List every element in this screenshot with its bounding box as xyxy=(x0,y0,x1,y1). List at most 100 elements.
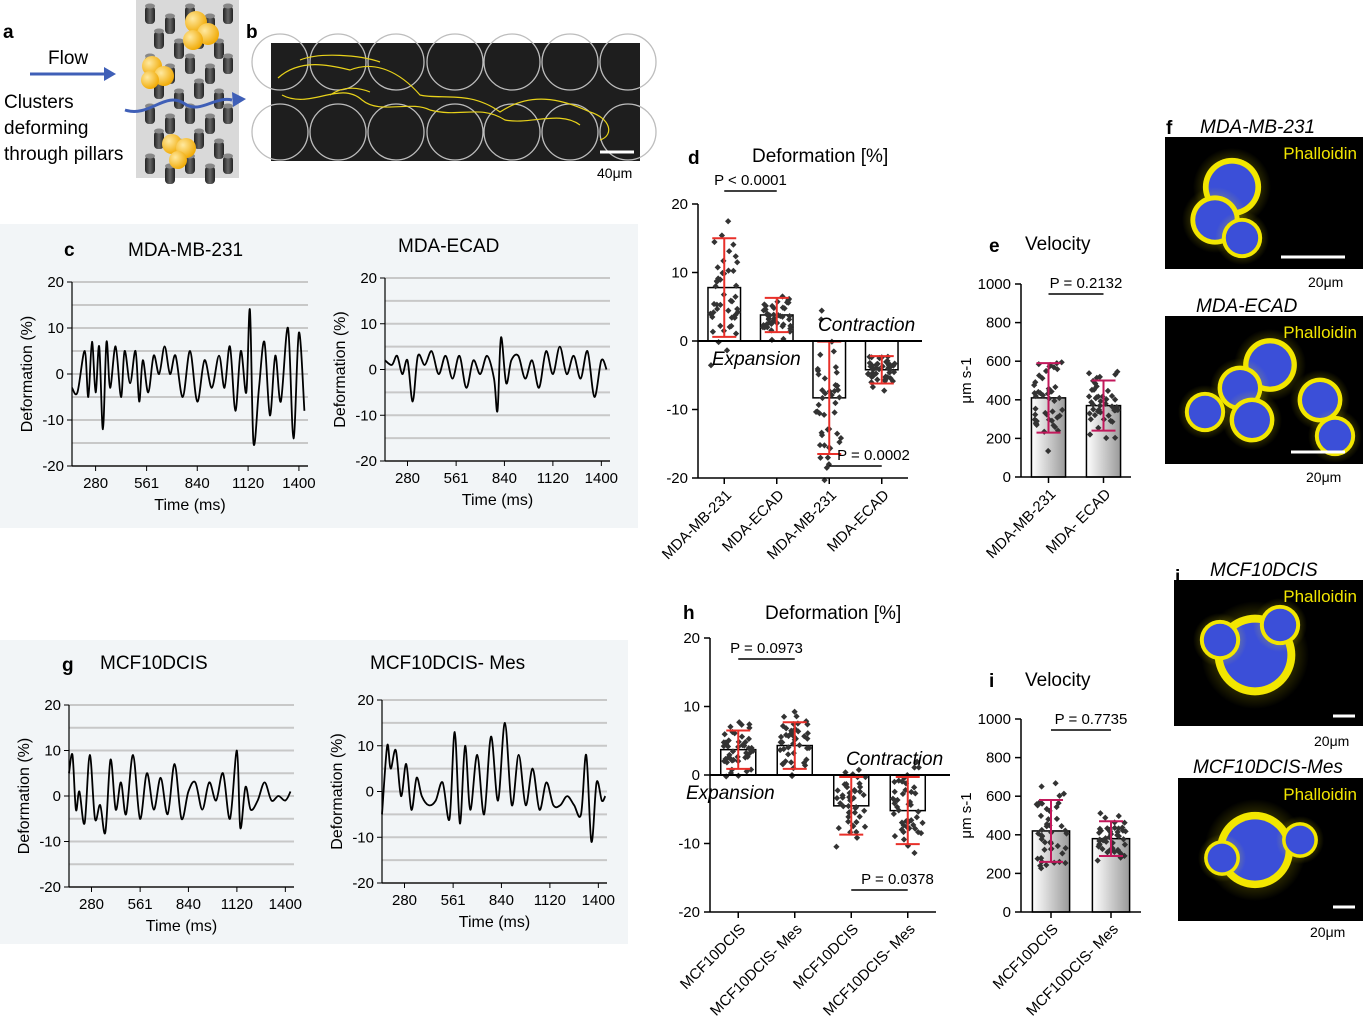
y-tick-label: 0 xyxy=(56,366,64,383)
data-point xyxy=(803,756,810,763)
data-point xyxy=(1112,396,1119,403)
bar-chart-d: Deformation [%]20100-10-20MDA-MB-231MDA-… xyxy=(659,146,922,563)
data-point xyxy=(900,828,907,836)
y-tick-label: 1000 xyxy=(978,711,1011,728)
y-tick-label: -20 xyxy=(666,470,688,487)
data-point xyxy=(816,410,823,417)
data-point xyxy=(725,218,732,225)
x-tick-label: 561 xyxy=(441,892,466,909)
pillar xyxy=(185,106,195,124)
x-tick-label: 1120 xyxy=(232,475,264,492)
cell-nucleus xyxy=(1234,402,1270,438)
y-tick-label: 200 xyxy=(986,865,1011,882)
data-point xyxy=(722,755,729,763)
x-axis-label: Time (ms) xyxy=(154,497,225,514)
data-point xyxy=(1045,816,1052,823)
data-point xyxy=(833,795,841,802)
category-label: MDA-MB-231 xyxy=(659,487,735,563)
data-point xyxy=(714,264,721,271)
data-point xyxy=(1087,416,1094,423)
data-point xyxy=(821,375,828,382)
panel-label-a: a xyxy=(3,22,14,43)
data-point xyxy=(911,784,918,791)
data-point xyxy=(1095,406,1103,413)
pillar-top xyxy=(223,3,233,9)
data-point xyxy=(1111,848,1118,855)
data-point xyxy=(1032,405,1039,412)
cell-nucleus xyxy=(1207,843,1237,873)
data-point xyxy=(743,749,750,757)
data-point xyxy=(911,849,918,857)
pillar-outline xyxy=(309,33,367,91)
pillar-top xyxy=(154,128,164,134)
data-point xyxy=(861,823,869,830)
micrographs: Phalloidin 20μm MDA-MB-231 Phalloidin 20μm MD… xyxy=(1165,117,1363,940)
pillar xyxy=(194,131,204,149)
data-point xyxy=(717,301,724,308)
pillar-top xyxy=(194,78,204,84)
data-point xyxy=(1038,783,1045,790)
p-value-bottom: P = 0.0002 xyxy=(837,447,910,464)
p-value-bottom: P = 0.0378 xyxy=(861,871,934,888)
data-point xyxy=(1107,417,1114,424)
y-tick-label: 400 xyxy=(986,392,1011,409)
data-point xyxy=(851,788,858,795)
data-point xyxy=(869,383,876,391)
data-point xyxy=(817,454,824,461)
data-point xyxy=(1088,386,1096,393)
data-point xyxy=(746,721,753,728)
data-point xyxy=(1097,810,1104,817)
data-point xyxy=(833,843,840,850)
cell-cluster-middle xyxy=(141,56,174,89)
contraction-label: Contraction xyxy=(818,315,915,336)
data-point xyxy=(856,813,863,820)
data-point xyxy=(881,387,888,394)
pillar-top xyxy=(185,3,195,9)
data-point xyxy=(1103,838,1110,845)
y-tick-label: 10 xyxy=(47,320,64,337)
data-point xyxy=(742,739,749,746)
data-point xyxy=(709,328,717,335)
data-point xyxy=(853,828,860,836)
pillar-outline xyxy=(483,33,541,91)
data-point xyxy=(1115,812,1122,820)
data-point xyxy=(709,313,716,321)
y-tick-label: -20 xyxy=(42,458,64,475)
trace-line xyxy=(71,308,306,446)
cluster-text-3: through pillars xyxy=(4,144,123,165)
scale-label-b: 40μm xyxy=(597,165,632,181)
data-point xyxy=(853,804,860,811)
data-point xyxy=(1038,835,1045,843)
y-tick-label: 200 xyxy=(986,430,1011,447)
data-point xyxy=(1053,815,1061,822)
data-point xyxy=(1085,370,1093,377)
p-value-top: P = 0.0973 xyxy=(730,640,803,657)
data-point xyxy=(913,814,920,821)
panel-label-f: f xyxy=(1166,118,1173,139)
trace-chart-g-right: 20 10 0 -10 -20 Deformation (%) 280 561 840 1120 1… xyxy=(329,692,615,931)
data-point xyxy=(1112,434,1119,441)
data-point xyxy=(1059,850,1066,857)
data-point xyxy=(804,735,811,742)
data-point xyxy=(856,783,864,791)
data-point xyxy=(915,808,922,815)
data-point xyxy=(742,754,749,761)
pillar xyxy=(205,116,215,134)
data-point xyxy=(891,797,898,804)
cluster-contours xyxy=(277,54,610,141)
data-point xyxy=(1043,823,1050,830)
micrograph-title: MDA-ECAD xyxy=(1196,296,1298,317)
y-tick-label: 800 xyxy=(986,315,1011,332)
pillar xyxy=(185,156,195,174)
g-right-title: MCF10DCIS- Mes xyxy=(370,653,525,674)
data-point xyxy=(1056,792,1063,799)
pillar xyxy=(223,106,233,124)
pillar xyxy=(194,81,204,99)
pillar-top xyxy=(174,38,184,44)
data-point xyxy=(1062,859,1069,867)
data-point xyxy=(1103,396,1110,403)
data-point xyxy=(884,374,891,381)
expansion-label: Expansion xyxy=(686,783,775,804)
